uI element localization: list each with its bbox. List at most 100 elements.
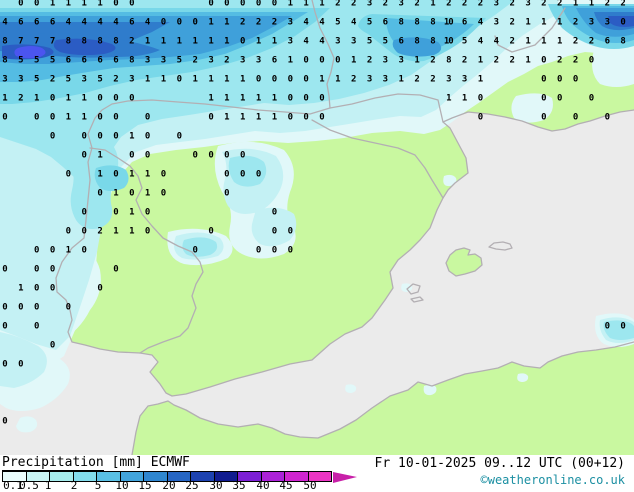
precip-value: 0	[2, 416, 8, 427]
precip-value: 0	[160, 188, 167, 199]
precip-value: 1	[541, 17, 547, 28]
river-ebro	[311, 119, 444, 199]
precip-value: 0	[208, 226, 214, 237]
precip-value: 2	[477, 0, 484, 9]
land-mallorca	[446, 248, 482, 276]
precip-value: 0	[144, 131, 151, 142]
precip-value: 2	[509, 0, 515, 9]
colorbar-tick-label: 35	[232, 479, 246, 492]
precip-value: 0	[129, 188, 135, 199]
precip-value: 0	[176, 17, 183, 28]
precip-value: 0	[192, 17, 198, 28]
precip-value: 0	[604, 321, 611, 332]
precip-value: 8	[2, 55, 8, 66]
precip-value: 5	[382, 36, 389, 47]
precip-value: 0	[557, 93, 563, 104]
precip-value: 0	[477, 93, 484, 104]
precip-value: 1	[287, 55, 294, 66]
copyright-text: ©weatheronline.co.uk	[480, 473, 626, 487]
precip-value: 0	[319, 55, 325, 66]
precip-value: 1	[65, 112, 72, 123]
precip-value: 0	[541, 74, 547, 85]
precip-value: 1	[541, 36, 547, 47]
precip-value: 0	[572, 112, 579, 123]
precip-value: 0	[33, 245, 40, 256]
colorbar-cell	[261, 472, 285, 481]
precip-value: 0	[240, 169, 246, 180]
precip-value: 0	[176, 131, 183, 142]
colorbar-tick-label: 45	[279, 479, 293, 492]
precip-value: 0	[541, 112, 547, 123]
precip-value: 0	[2, 112, 8, 123]
precip-value: 5	[65, 74, 72, 85]
precip-value: 0	[335, 55, 341, 66]
colorbar-tick-label: 10	[115, 479, 129, 492]
precip-value: 1	[557, 17, 563, 28]
river-garonne	[494, 7, 566, 53]
precip-value: 1	[255, 36, 262, 47]
precip-value: 2	[509, 55, 515, 66]
precip-value: 0	[65, 169, 72, 180]
map-canvas	[0, 0, 634, 455]
precip-value: 5	[33, 55, 40, 66]
precip-value: 0	[319, 112, 325, 123]
precip-value: 0	[113, 264, 119, 275]
precip-value: 0	[224, 188, 230, 199]
precip-value: 2	[557, 0, 563, 9]
precip-value: 0	[2, 359, 8, 370]
precip-value: 1	[192, 74, 198, 85]
precip-value: 8	[113, 36, 119, 47]
precip-value: 2	[541, 0, 547, 9]
precip-value: 0	[18, 302, 24, 313]
precip-value: 3	[604, 17, 611, 28]
precip-value: 2	[255, 17, 262, 28]
colorbar-cell	[285, 472, 309, 481]
precip-value: 0	[303, 112, 309, 123]
precip-value: 3	[398, 55, 405, 66]
precip-value: 6	[382, 17, 389, 28]
precip-value: 1	[129, 207, 135, 218]
precip-value: 4	[65, 17, 72, 28]
precip-value: 8	[414, 17, 420, 28]
precip-value: 2	[572, 36, 579, 47]
precip-value: 4	[493, 36, 500, 47]
precip-value: 0	[33, 321, 40, 332]
land-africa	[132, 342, 634, 455]
precip-value: 0	[113, 93, 119, 104]
precip-value: 6	[97, 55, 103, 66]
island-formentera-outline	[410, 296, 424, 303]
precip-value: 2	[49, 74, 56, 85]
precip-value: 0	[97, 188, 103, 199]
precip-value: 1	[33, 93, 40, 104]
precip-value: 4	[350, 17, 357, 28]
precip-value: 5	[335, 17, 341, 28]
precip-value: 0	[33, 0, 40, 9]
precip-value: 6	[49, 17, 56, 28]
colorbar-cell	[191, 472, 215, 481]
precip-value: 0	[240, 36, 246, 47]
precip-value: 1	[240, 112, 246, 123]
precip-value: 3	[335, 36, 341, 47]
precip-value: 2	[588, 36, 595, 47]
precip-value: 1	[81, 93, 88, 104]
precip-value: 0	[208, 112, 214, 123]
precip-value: 0	[255, 74, 262, 85]
precip-value: 1	[240, 93, 246, 104]
precip-value: 8	[620, 36, 626, 47]
precip-value: 2	[129, 36, 135, 47]
precip-value: 0	[620, 321, 626, 332]
precip-value: 2	[350, 74, 357, 85]
precip-value: 1	[129, 169, 135, 180]
precip-value: 2	[509, 36, 515, 47]
precip-value: 0	[113, 131, 119, 142]
precip-value: 0	[33, 302, 40, 313]
precip-value: 8	[430, 36, 436, 47]
colorbar-cell	[238, 472, 262, 481]
precip-value: 1	[160, 36, 167, 47]
precip-value: 6	[604, 36, 611, 47]
precip-value: 3	[287, 36, 294, 47]
precip-value: 1	[97, 150, 103, 161]
precip-value: 1	[477, 55, 484, 66]
precip-value: 6	[81, 55, 88, 66]
